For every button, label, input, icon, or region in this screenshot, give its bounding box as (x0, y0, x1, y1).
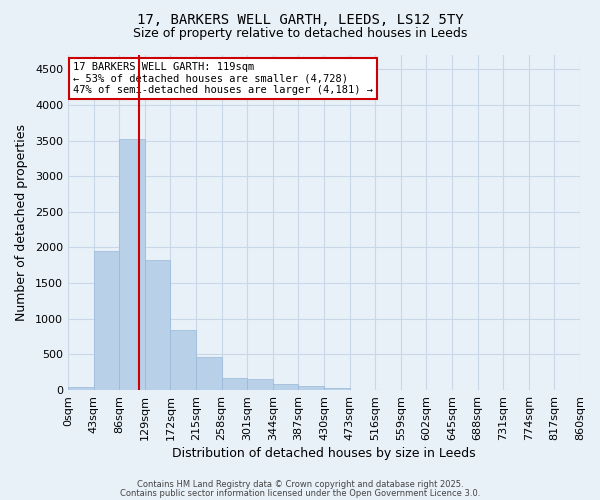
Text: Size of property relative to detached houses in Leeds: Size of property relative to detached ho… (133, 28, 467, 40)
Bar (298, 386, 324, 390)
Bar (145, 260, 170, 390)
Text: 17 BARKERS WELL GARTH: 119sqm
← 53% of detached houses are smaller (4,728)
47% o: 17 BARKERS WELL GARTH: 119sqm ← 53% of d… (73, 62, 373, 95)
Bar (119, 139, 145, 390)
Bar (196, 358, 221, 390)
Text: 17, BARKERS WELL GARTH, LEEDS, LS12 5TY: 17, BARKERS WELL GARTH, LEEDS, LS12 5TY (137, 12, 463, 26)
Bar (170, 330, 196, 390)
Text: Contains public sector information licensed under the Open Government Licence 3.: Contains public sector information licen… (120, 488, 480, 498)
Bar (68, 386, 94, 390)
Y-axis label: Number of detached properties: Number of detached properties (15, 124, 28, 321)
Bar (94, 251, 119, 390)
Bar (221, 378, 247, 390)
Bar (247, 379, 273, 390)
Bar (324, 388, 350, 390)
Bar (273, 384, 298, 390)
Text: Contains HM Land Registry data © Crown copyright and database right 2025.: Contains HM Land Registry data © Crown c… (137, 480, 463, 489)
X-axis label: Distribution of detached houses by size in Leeds: Distribution of detached houses by size … (172, 447, 476, 460)
